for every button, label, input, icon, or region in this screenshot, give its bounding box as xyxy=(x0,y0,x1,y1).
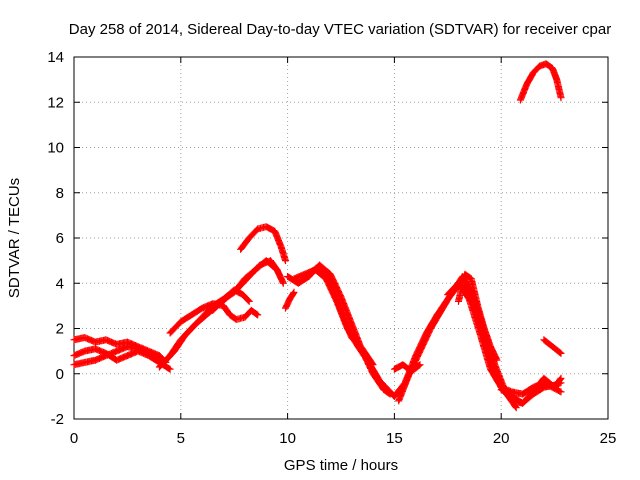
y-tick-label: 14 xyxy=(47,49,64,66)
x-tick-label: 10 xyxy=(279,430,296,447)
y-tick-label: 2 xyxy=(56,321,64,338)
grid-lines xyxy=(74,57,608,419)
series-10 xyxy=(290,266,398,400)
series-18-markers xyxy=(497,374,565,407)
series-3-markers xyxy=(70,343,163,369)
x-tick-label: 0 xyxy=(70,430,78,447)
y-tick-label: 4 xyxy=(56,275,64,292)
series-19-markers xyxy=(540,336,565,357)
y-tick-label: 8 xyxy=(56,185,64,202)
series-12 xyxy=(282,288,298,312)
y-tick-label: 6 xyxy=(56,230,64,247)
y-tick-label: 10 xyxy=(47,140,64,157)
series-10-markers xyxy=(290,266,398,400)
y-tick-label: 12 xyxy=(47,94,64,111)
x-tick-label: 25 xyxy=(600,430,617,447)
series-18 xyxy=(497,374,565,407)
y-tick-label: -2 xyxy=(51,411,64,428)
y-axis-label: SDTVAR / TECUs xyxy=(6,178,23,298)
chart-title: Day 258 of 2014, Sidereal Day-to-day VTE… xyxy=(69,21,611,38)
series-20-markers xyxy=(516,60,565,104)
x-axis-label: GPS time / hours xyxy=(284,457,398,474)
series-12-markers xyxy=(282,288,298,312)
x-tick-label: 15 xyxy=(386,430,403,447)
series-8-markers xyxy=(237,223,289,265)
x-tick-label: 20 xyxy=(493,430,510,447)
series-5-markers xyxy=(160,257,281,366)
axis-ticks: 0 5 10 15 20 25 -2 0 2 4 6 8 10 12 14 xyxy=(47,49,616,447)
series-11-markers xyxy=(305,261,377,369)
series-7 xyxy=(209,286,253,314)
y-tick-label: 0 xyxy=(56,366,64,383)
series-17 xyxy=(455,270,501,364)
series-19 xyxy=(540,336,565,357)
series-20 xyxy=(516,60,565,104)
series-11 xyxy=(305,261,377,369)
plot-frame xyxy=(73,56,609,420)
series-7-markers xyxy=(209,286,253,314)
series-5 xyxy=(160,257,281,366)
series-8 xyxy=(237,223,289,265)
x-tick-label: 5 xyxy=(177,430,185,447)
data-points xyxy=(70,60,565,412)
series-15-markers xyxy=(390,361,424,375)
series-3 xyxy=(70,343,163,369)
series-17-markers xyxy=(455,270,501,364)
series-15 xyxy=(390,361,424,375)
